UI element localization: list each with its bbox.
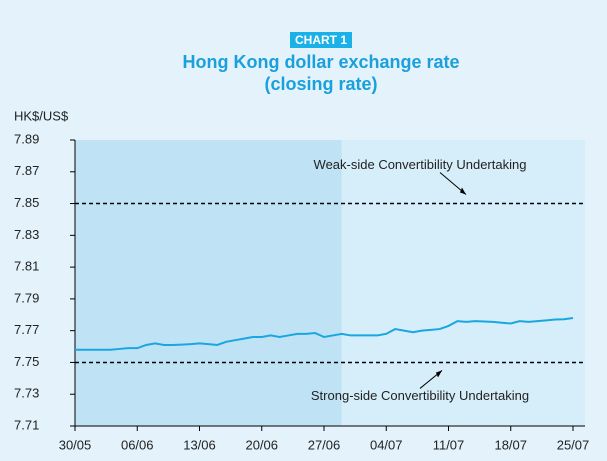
shaded-region xyxy=(75,140,342,426)
y-tick-label: 7.73 xyxy=(14,386,39,401)
y-tick-label: 7.89 xyxy=(14,131,39,146)
arrow-head xyxy=(436,370,442,378)
y-tick-label: 7.85 xyxy=(14,195,39,210)
badge: CHART 1 xyxy=(295,33,347,47)
y-tick-label: 7.79 xyxy=(14,290,39,305)
data-line xyxy=(75,316,574,351)
shaded-region xyxy=(341,140,585,426)
x-tick-label: 30/05 xyxy=(59,437,92,452)
x-tick-label: 11/07 xyxy=(433,437,465,452)
y-tick-label: 7.87 xyxy=(14,163,39,178)
chart-title: (closing rate) xyxy=(264,74,377,94)
badge-bg xyxy=(290,32,352,48)
annotation: Strong-side Convertibility Undertaking xyxy=(311,388,529,403)
x-tick-label: 18/07 xyxy=(494,437,527,452)
y-tick-label: 7.77 xyxy=(14,322,39,337)
y-tick-label: 7.83 xyxy=(14,227,39,242)
y-tick-label: 7.71 xyxy=(14,417,39,432)
x-tick-label: 13/06 xyxy=(183,437,216,452)
y-tick-label: 7.81 xyxy=(14,259,39,274)
annotation: Weak-side Convertibility Undertaking xyxy=(314,157,527,172)
x-tick-label: 20/06 xyxy=(245,437,278,452)
x-tick-label: 27/06 xyxy=(308,437,341,452)
x-tick-label: 06/06 xyxy=(121,437,154,452)
x-tick-label: 25/07 xyxy=(557,437,590,452)
chart-title: Hong Kong dollar exchange rate xyxy=(182,52,459,72)
y-tick-label: 7.75 xyxy=(14,354,39,369)
arrow-head xyxy=(460,187,466,195)
x-tick-label: 04/07 xyxy=(370,437,403,452)
y-axis-label: HK$/US$ xyxy=(14,108,69,123)
